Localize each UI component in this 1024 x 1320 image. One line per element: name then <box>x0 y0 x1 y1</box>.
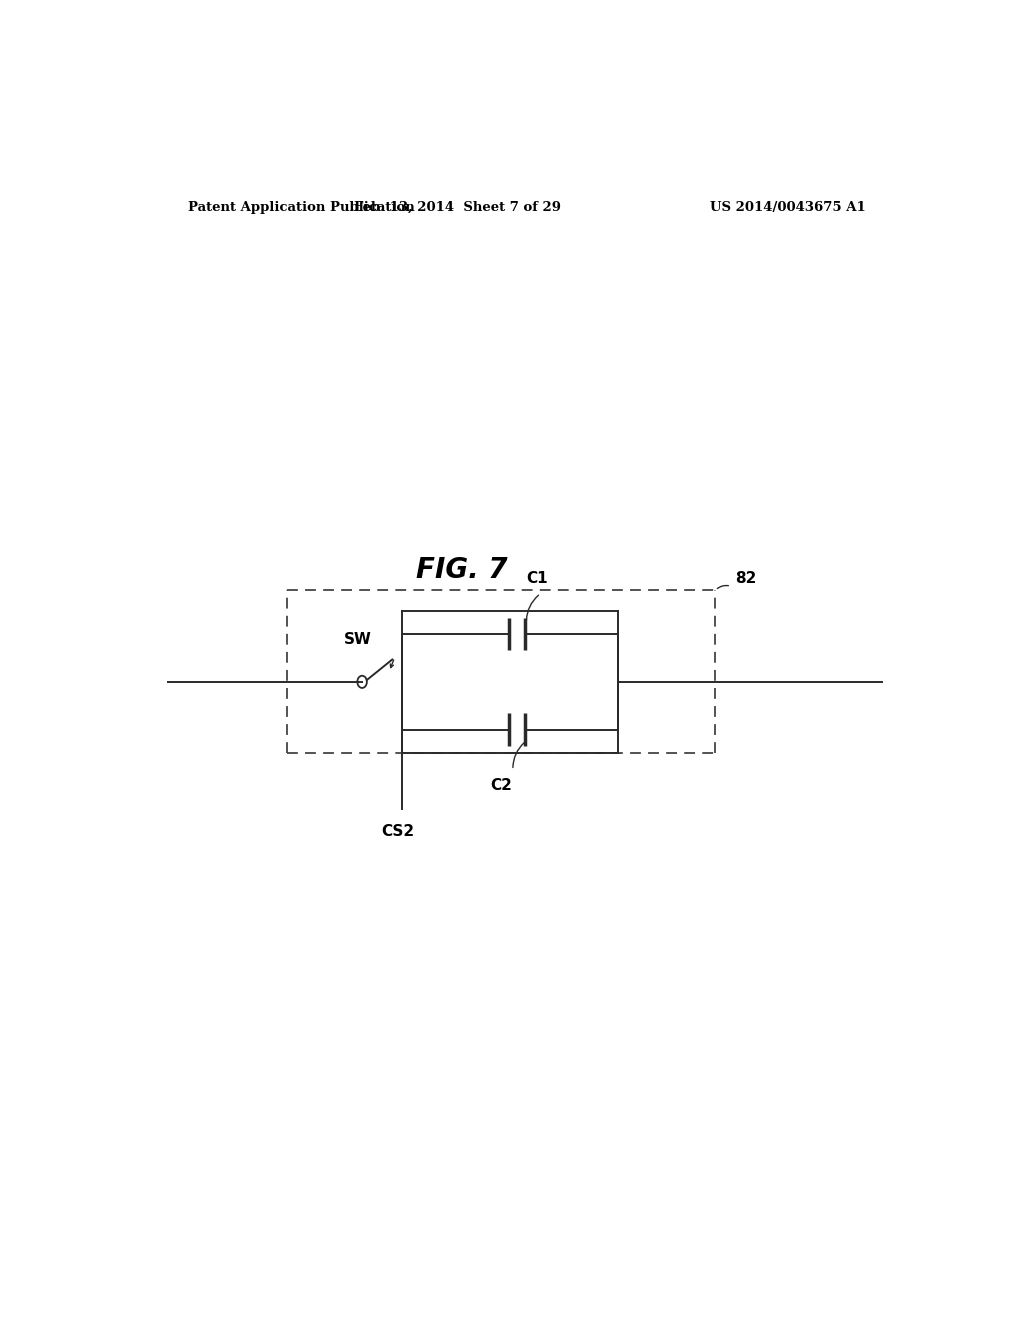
Text: C2: C2 <box>490 777 512 793</box>
Text: CS2: CS2 <box>381 824 415 838</box>
Text: Feb. 13, 2014  Sheet 7 of 29: Feb. 13, 2014 Sheet 7 of 29 <box>354 201 561 214</box>
Text: 82: 82 <box>735 570 757 586</box>
Text: SW: SW <box>344 632 372 647</box>
Text: US 2014/0043675 A1: US 2014/0043675 A1 <box>711 201 866 214</box>
Text: Patent Application Publication: Patent Application Publication <box>187 201 415 214</box>
Text: C1: C1 <box>526 570 548 586</box>
Text: FIG. 7: FIG. 7 <box>416 556 507 583</box>
